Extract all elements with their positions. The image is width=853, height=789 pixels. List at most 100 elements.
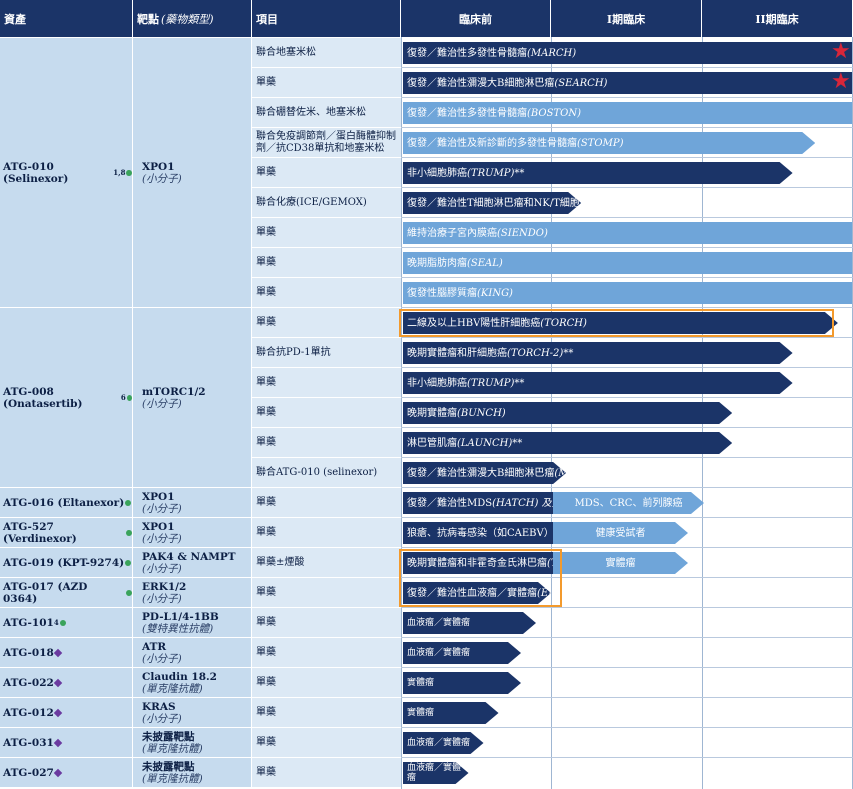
target-cell: 未披露靶點 (單克隆抗體) <box>133 758 251 788</box>
pipeline-bar: 復發／難治性及新診斷的多發性骨髓瘤 (STOMP) <box>403 132 815 154</box>
pipeline-bar: 血液瘤／實體瘤 <box>403 732 484 754</box>
target-name: ERK1/2 <box>142 580 187 593</box>
green-dot-icon <box>126 589 132 596</box>
indication-text: 復發／難治性T細胞淋巴瘤和NK/T細胞淋巴瘤 <box>407 197 610 209</box>
item-cell: 單藥 <box>252 728 401 758</box>
asset-cell: ATG-018 <box>0 638 132 668</box>
indication-text: 二線及以上HBV陽性肝細胞癌 <box>407 317 541 329</box>
target-name: PAK4 & NAMPT <box>142 550 236 563</box>
indication-text: 狼瘡、抗病毒感染（如CAEBV） <box>407 527 554 539</box>
target-name: 未披露靶點 <box>142 760 195 773</box>
item-cell: 單藥 <box>252 698 401 728</box>
pipeline-bar: 狼瘡、抗病毒感染（如CAEBV）(CATCH) <box>403 522 566 544</box>
item-label: 單藥 <box>256 226 276 238</box>
trial-name: (TORCH) <box>540 317 587 329</box>
row-divider <box>401 637 853 638</box>
trial-name: (HATCH) 及實體瘤 <box>492 497 582 509</box>
indication-text: 淋巴管肌瘤 <box>407 437 457 449</box>
header-item: 項目 <box>252 0 401 37</box>
target-cell: mTORC1/2 (小分子) <box>133 308 251 488</box>
item-label: 單藥 <box>256 586 276 598</box>
item-label: 單藥 <box>256 376 276 388</box>
target-type: (小分子) <box>142 532 182 545</box>
asset-name: ATG-008 (Onatasertib) <box>3 385 83 410</box>
indication-text: 復發／難治性血液瘤／實體瘤 <box>407 587 537 599</box>
item-label: 聯合地塞米松 <box>256 46 316 58</box>
item-cell: 單藥 <box>252 248 401 278</box>
trial-name: (TOUCH) <box>609 197 658 209</box>
purple-diamond-icon <box>53 738 63 747</box>
target-name: PD-L1/4-1BB <box>142 610 219 623</box>
item-cell: 聯合化療(ICE/GEMOX) <box>252 188 401 218</box>
row-divider <box>401 457 853 458</box>
pipeline-bar: 血液瘤／實體瘤 <box>403 612 536 634</box>
asset-footnote: 6 <box>120 393 126 402</box>
target-cell: ATR (小分子) <box>133 638 251 668</box>
pipeline-bar: 晚期實體瘤和非霍奇金氏淋巴瘤(TEACH) <box>403 552 566 574</box>
target-cell: XPO1 (小分子) <box>133 518 251 548</box>
green-dot-icon <box>59 619 66 626</box>
item-label: 單藥 <box>256 736 276 748</box>
pipeline-bar: 實體瘤 <box>403 702 499 724</box>
row-divider <box>401 337 853 338</box>
pipeline-bar: 復發／難治性瀰漫大B細胞淋巴瘤 (MATCH) <box>403 462 566 484</box>
pipeline-bar: 晚期實體瘤和肝細胞癌 (TORCH-2)** <box>403 342 793 364</box>
trial-name: (BOSTON) <box>527 107 582 119</box>
row-divider <box>401 547 853 548</box>
header-phase2: II期臨床 <box>702 0 853 37</box>
asset-name: ATG-031 <box>3 736 54 749</box>
indication-text: 實體瘤 <box>407 678 435 688</box>
green-dot-icon <box>126 394 132 401</box>
indication-text: 晚期實體瘤和肝細胞癌 <box>407 347 507 359</box>
purple-diamond-icon <box>53 708 63 717</box>
divider-preclinical <box>401 37 402 789</box>
pipeline-bar: 復發／難治性血液瘤／實體瘤 (ERASER) <box>403 582 551 604</box>
asset-cell: ATG-016 (Eltanexor) <box>0 488 132 518</box>
item-label: 單藥 <box>256 316 276 328</box>
item-cell: 單藥 <box>252 758 401 788</box>
trial-name: (TRUMP)** <box>467 377 525 389</box>
row-divider <box>401 277 853 278</box>
purple-diamond-icon <box>53 768 63 777</box>
pipeline-bar: 非小細胞肺癌 (TRUMP)** <box>403 372 793 394</box>
item-cell: 單藥 <box>252 68 401 98</box>
header-phase1: I期臨床 <box>551 0 702 37</box>
asset-cell: ATG-527 (Verdinexor) <box>0 518 132 548</box>
item-cell: 聯合免疫調節劑／蛋白酶體抑制劑／抗CD38單抗和地塞米松 <box>252 128 401 158</box>
star-icon: ★ <box>831 39 851 64</box>
asset-cell: ATG-008 (Onatasertib) 6 <box>0 308 132 488</box>
item-cell: 聯合抗PD-1單抗 <box>252 338 401 368</box>
row-divider <box>401 217 853 218</box>
target-type: (單克隆抗體) <box>142 772 203 785</box>
purple-diamond-icon <box>53 648 63 657</box>
asset-name: ATG-018 <box>3 646 54 659</box>
pipeline-bar: 非小細胞肺癌 (TRUMP)** <box>403 162 793 184</box>
item-label: 單藥 <box>256 676 276 688</box>
item-cell: 單藥±煙酸 <box>252 548 401 578</box>
pipeline-bar: 血液瘤／實體瘤 <box>403 762 469 784</box>
pipeline-bar: 晚期實體瘤 (BUNCH) <box>403 402 732 424</box>
pipeline-bar: 復發／難治性瀰漫大B細胞淋巴瘤 (SEARCH) <box>403 72 852 94</box>
star-icon: ★ <box>831 69 851 94</box>
row-divider <box>401 757 853 758</box>
target-type: (小分子) <box>142 397 182 410</box>
green-dot-icon <box>126 169 132 176</box>
item-label: 聯合ATG-010 (selinexor) <box>256 466 378 478</box>
target-cell: PAK4 & NAMPT (小分子) <box>133 548 251 578</box>
indication-text: 血液瘤／實體瘤 <box>407 618 471 628</box>
target-name: mTORC1/2 <box>142 385 206 398</box>
item-label: 單藥 <box>256 166 276 178</box>
trial-name: (KING) <box>477 287 513 299</box>
row-divider <box>401 517 853 518</box>
item-label: 單藥 <box>256 436 276 448</box>
item-label: 單藥 <box>256 286 276 298</box>
phase1-bar: MDS、CRC、前列腺癌 <box>553 492 704 514</box>
item-cell: 聯合ATG-010 (selinexor) <box>252 458 401 488</box>
trial-name: (MATCH) <box>554 467 603 479</box>
pipeline-bar: 復發／難治性MDS (HATCH) 及實體瘤 <box>403 492 566 514</box>
indication-text: 復發／難治性及新診斷的多發性骨髓瘤 <box>407 137 577 149</box>
indication-text: 晚期脂肪肉瘤 <box>407 257 467 269</box>
item-label: 單藥 <box>256 256 276 268</box>
row-divider <box>401 397 853 398</box>
indication-text: 血液瘤／實體瘤 <box>407 738 471 748</box>
